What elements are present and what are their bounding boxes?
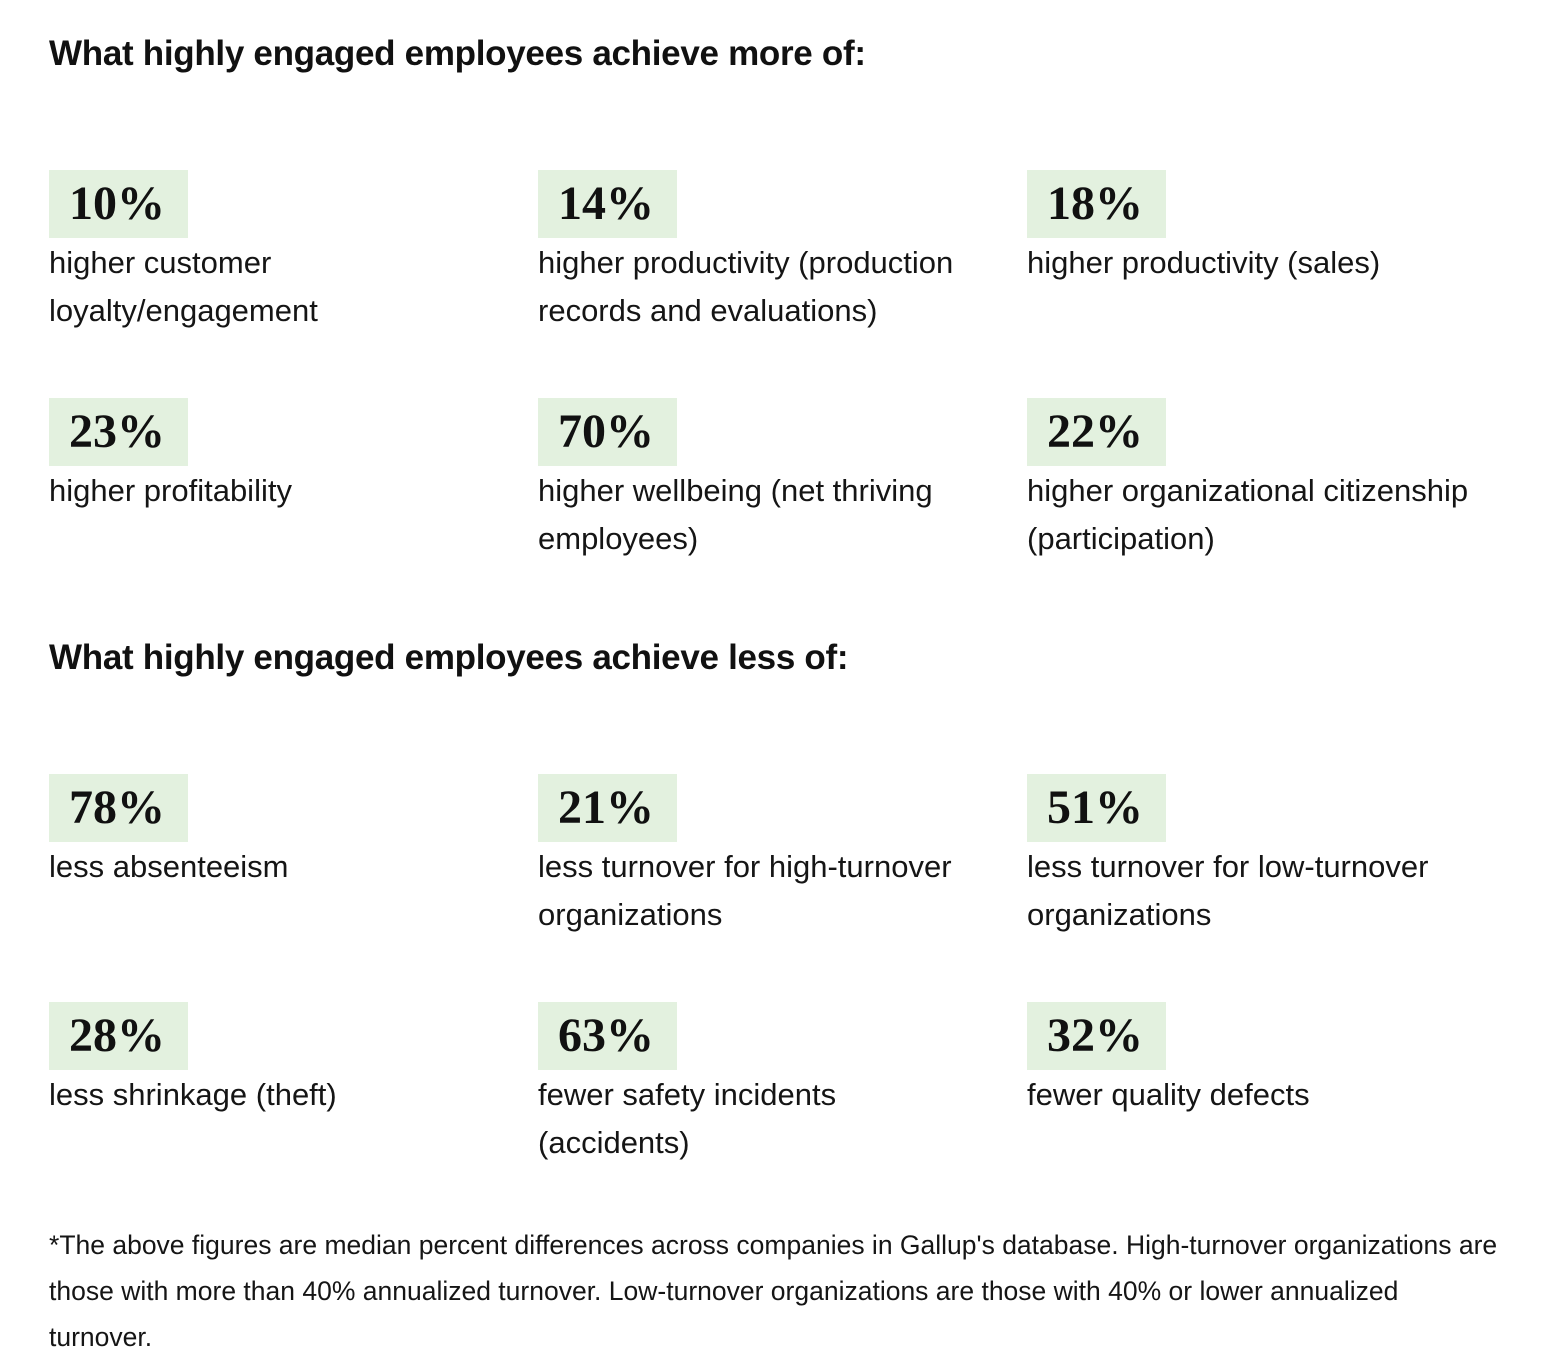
stat-value-badge: 21% <box>538 774 677 842</box>
stat-profitability: 23% higher profitability <box>49 398 509 515</box>
stat-organizational-citizenship: 22% higher organizational citizenship (p… <box>1027 398 1487 563</box>
stat-productivity-production: 14% higher productivity (production reco… <box>538 170 998 335</box>
stat-description: fewer quality defects <box>1027 1077 1310 1112</box>
footnote: *The above figures are median percent di… <box>49 1230 1498 1352</box>
stat-description: less turnover for high-turnover organiza… <box>538 849 952 932</box>
stat-value-badge: 10% <box>49 170 188 238</box>
section-heading-more-of: What highly engaged employees achieve mo… <box>49 34 866 73</box>
stat-description: less turnover for low-turnover organizat… <box>1027 849 1429 932</box>
stat-value-badge: 51% <box>1027 774 1166 842</box>
stat-value-badge: 70% <box>538 398 677 466</box>
stat-wellbeing: 70% higher wellbeing (net thriving emplo… <box>538 398 998 563</box>
stat-description: higher productivity (production records … <box>538 245 954 328</box>
stat-description: less absenteeism <box>49 849 289 884</box>
stat-value-badge: 22% <box>1027 398 1166 466</box>
stat-turnover-high: 21% less turnover for high-turnover orga… <box>538 774 998 939</box>
stat-description: higher customer loyalty/engagement <box>49 245 318 328</box>
stat-value-badge: 18% <box>1027 170 1166 238</box>
stat-value-badge: 63% <box>538 1002 677 1070</box>
stat-absenteeism: 78% less absenteeism <box>49 774 509 891</box>
stat-productivity-sales: 18% higher productivity (sales) <box>1027 170 1487 287</box>
stat-quality-defects: 32% fewer quality defects <box>1027 1002 1487 1119</box>
section-heading-less-of: What highly engaged employees achieve le… <box>49 638 849 677</box>
stat-value-badge: 23% <box>49 398 188 466</box>
stat-value-badge: 28% <box>49 1002 188 1070</box>
stat-safety-incidents: 63% fewer safety incidents (accidents) <box>538 1002 998 1167</box>
stat-shrinkage: 28% less shrinkage (theft) <box>49 1002 509 1119</box>
stat-value-badge: 14% <box>538 170 677 238</box>
stat-turnover-low: 51% less turnover for low-turnover organ… <box>1027 774 1487 939</box>
stat-value-badge: 32% <box>1027 1002 1166 1070</box>
stat-customer-loyalty: 10% higher customer loyalty/engagement <box>49 170 509 335</box>
stat-description: less shrinkage (theft) <box>49 1077 337 1112</box>
stat-description: higher profitability <box>49 473 292 508</box>
stat-description: higher wellbeing (net thriving employees… <box>538 473 933 556</box>
stat-description: higher productivity (sales) <box>1027 245 1381 280</box>
stat-description: fewer safety incidents (accidents) <box>538 1077 837 1160</box>
stat-description: higher organizational citizenship (parti… <box>1027 473 1469 556</box>
stat-value-badge: 78% <box>49 774 188 842</box>
